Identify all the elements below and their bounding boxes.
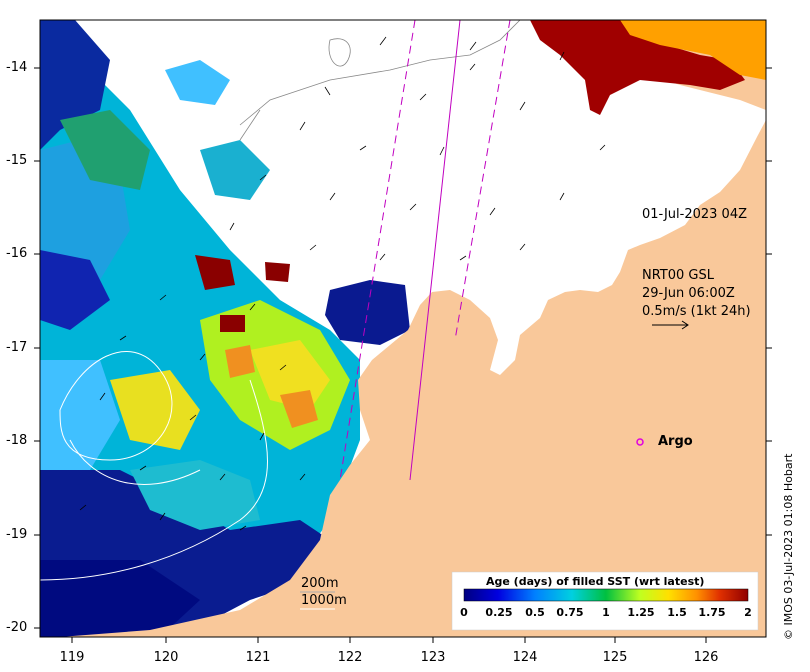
lon-tick: 124 (512, 650, 538, 665)
bathymetry-contours (239, 20, 521, 141)
sst-age-field-orange (620, 20, 766, 80)
land-mass (60, 20, 766, 637)
contour-200-label: 200m (301, 576, 339, 591)
colorbar-tick: 1 (602, 606, 610, 619)
lat-tick: -16 (6, 246, 28, 261)
sst-age-field-northeast (530, 20, 745, 115)
lon-tick: 125 (602, 650, 628, 665)
lon-tick: 119 (59, 650, 85, 665)
colorbar-tick: 0 (460, 606, 468, 619)
credit-text: © IMOS 03-Jul-2023 01:08 Hobart (782, 453, 795, 640)
axis-ticks (34, 67, 772, 643)
lat-tick: -17 (6, 340, 28, 355)
current-product-label: NRT00 GSL (642, 268, 714, 283)
lon-tick: 126 (693, 650, 719, 665)
lon-tick: 120 (153, 650, 179, 665)
current-vectors (79, 36, 606, 531)
colorbar-tick: 0.25 (485, 606, 513, 619)
colorbar-tick: 0.5 (525, 606, 545, 619)
colorbar-tick: 2 (744, 606, 752, 619)
colorbar-title: Age (days) of filled SST (wrt latest) (486, 575, 705, 588)
argo-float-marker[interactable] (636, 438, 644, 446)
plot-frame (39, 19, 767, 638)
satellite-tracks (339, 20, 511, 481)
lat-tick: -15 (6, 153, 28, 168)
sst-age-field (40, 20, 410, 637)
lat-tick: -18 (6, 433, 28, 448)
deep-contours (40, 351, 268, 581)
colorbar-tick: 0.75 (556, 606, 584, 619)
argo-label: Argo (658, 434, 693, 449)
lat-tick: -14 (6, 60, 28, 75)
contour-1000-label: 1000m (301, 593, 347, 608)
lon-tick: 121 (245, 650, 271, 665)
colorbar-tick: 1.25 (627, 606, 655, 619)
lat-tick: -19 (6, 527, 28, 542)
vector-scale-arrow (652, 320, 689, 330)
lon-tick: 122 (337, 650, 363, 665)
lat-tick: -20 (6, 620, 28, 635)
current-time-label: 29-Jun 06:00Z (642, 286, 735, 301)
colorbar-tick: 1.75 (698, 606, 726, 619)
colorbar-tick: 1.5 (667, 606, 687, 619)
vector-scale-label: 0.5m/s (1kt 24h) (642, 304, 751, 319)
track-time-label: 01-Jul-2023 04Z (642, 207, 747, 222)
colorbar (463, 588, 749, 602)
lon-tick: 123 (420, 650, 446, 665)
